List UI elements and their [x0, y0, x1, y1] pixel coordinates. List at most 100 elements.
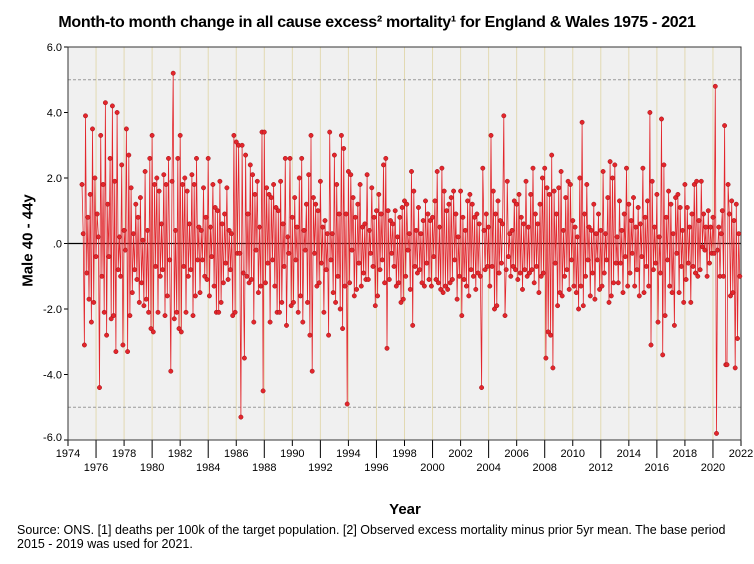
data-point: [472, 214, 478, 220]
data-point: [157, 273, 163, 279]
data-point: [98, 132, 104, 138]
data-point: [695, 273, 701, 279]
x-tick-label: 2006: [504, 448, 528, 460]
y-tick-label: -2.0: [43, 304, 62, 316]
data-point: [122, 247, 128, 253]
x-tick-label: 1998: [392, 448, 416, 460]
data-point: [231, 132, 237, 138]
data-point: [362, 221, 368, 227]
data-point: [287, 155, 293, 161]
data-point: [647, 110, 653, 115]
data-point: [143, 296, 149, 302]
data-point: [485, 263, 490, 269]
data-point: [475, 270, 481, 276]
data-point: [190, 313, 196, 319]
data-point: [163, 182, 169, 187]
data-point: [497, 218, 503, 224]
data-point: [631, 195, 636, 201]
data-point: [149, 132, 155, 138]
data-point: [378, 211, 384, 217]
data-point: [120, 342, 126, 348]
data-point: [588, 227, 594, 233]
data-point: [707, 260, 712, 266]
data-point: [358, 283, 364, 289]
data-point: [617, 198, 622, 204]
data-point: [650, 267, 656, 273]
data-point: [463, 283, 469, 289]
data-point: [653, 260, 659, 266]
data-point: [423, 198, 428, 204]
data-point: [230, 313, 236, 319]
data-point: [731, 218, 737, 224]
data-point: [683, 277, 689, 282]
data-point: [670, 231, 676, 237]
data-point: [418, 231, 424, 237]
data-point: [692, 270, 698, 276]
data-point: [100, 182, 106, 187]
x-tick-label: 1980: [140, 462, 164, 474]
data-point: [466, 293, 472, 299]
data-point: [403, 273, 409, 279]
data-point: [375, 293, 381, 299]
data-point: [690, 263, 696, 269]
data-point: [238, 414, 244, 420]
data-point: [296, 175, 302, 181]
data-point: [368, 250, 374, 256]
data-point: [119, 162, 125, 168]
data-point: [482, 267, 488, 273]
data-point: [654, 191, 660, 197]
data-point: [306, 172, 312, 178]
data-point: [427, 218, 433, 224]
data-point: [393, 283, 399, 289]
data-point: [167, 257, 173, 263]
data-point: [545, 329, 551, 335]
data-point: [446, 201, 452, 207]
data-point: [166, 155, 171, 161]
data-point: [315, 208, 321, 214]
data-point: [251, 319, 257, 325]
data-point: [536, 290, 542, 296]
data-point: [260, 388, 266, 394]
data-point: [667, 283, 673, 289]
data-point: [583, 273, 589, 279]
data-point: [219, 221, 225, 227]
data-point: [598, 227, 604, 233]
data-point: [476, 221, 482, 227]
data-point: [309, 368, 315, 374]
data-point: [210, 182, 216, 187]
data-point: [411, 188, 417, 194]
data-point: [507, 231, 513, 237]
data-point: [494, 303, 500, 309]
data-point: [288, 303, 294, 309]
data-point: [323, 267, 329, 273]
data-point: [147, 155, 153, 161]
data-point: [107, 155, 113, 161]
data-point: [669, 290, 675, 296]
data-point: [539, 175, 545, 181]
data-point: [413, 227, 419, 233]
data-point: [385, 208, 391, 214]
data-point: [388, 218, 393, 224]
data-point: [86, 296, 92, 302]
data-point: [632, 283, 638, 289]
data-point: [674, 250, 680, 256]
data-point: [678, 263, 684, 269]
data-point: [97, 385, 102, 391]
data-point: [572, 224, 578, 230]
data-point: [499, 260, 504, 266]
data-point: [351, 293, 357, 299]
data-point: [517, 270, 523, 276]
data-point: [263, 280, 268, 286]
data-point: [591, 201, 597, 207]
series-line: [81, 73, 741, 434]
data-point: [629, 250, 635, 256]
data-point: [737, 273, 743, 279]
data-point: [516, 191, 522, 197]
data-point: [552, 260, 558, 266]
data-point: [253, 247, 259, 253]
data-point: [689, 211, 695, 217]
data-point: [493, 211, 499, 217]
data-point: [435, 280, 441, 286]
data-point: [541, 270, 546, 276]
